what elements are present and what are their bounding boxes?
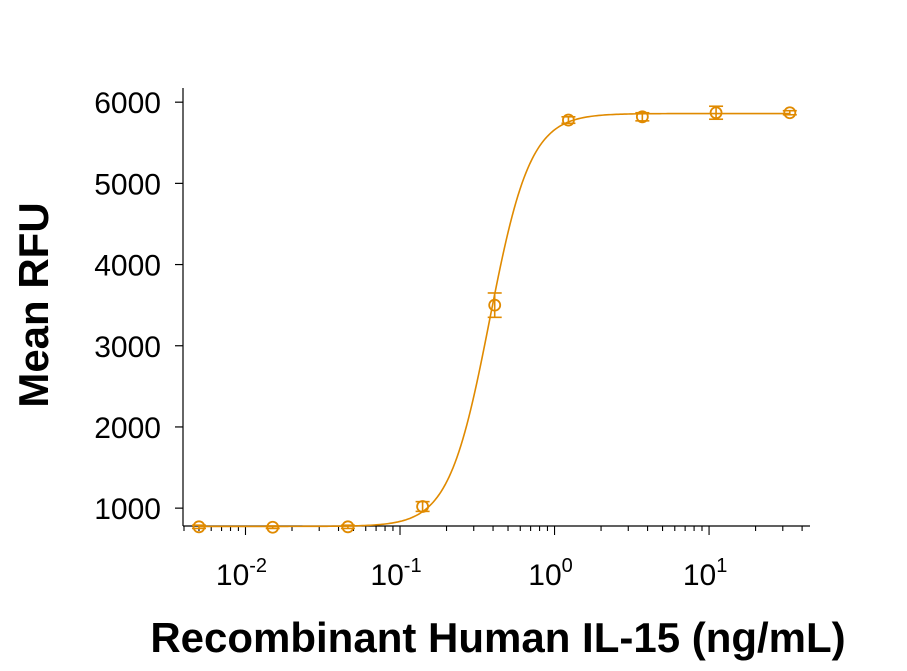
data-point (782, 106, 797, 120)
fit-curve (198, 112, 790, 528)
x-tick-label: 100 (528, 555, 573, 592)
y-tick-label: 5000 (94, 168, 161, 201)
data-marker (192, 520, 206, 534)
data-point (265, 520, 280, 534)
x-axis-title: Recombinant Human IL-15 (ng/mL) (150, 614, 845, 661)
fit-curve-layer (198, 112, 790, 528)
data-marker (416, 500, 429, 513)
data-marker (709, 106, 723, 120)
y-axis-title: Mean RFU (10, 202, 57, 407)
y-tick-label: 4000 (94, 250, 161, 283)
x-tick-label: 10-1 (370, 555, 421, 592)
data-point (487, 292, 502, 319)
data-point (415, 500, 430, 513)
axes: 1000 2000 3000 4000 5000 6000 10-2 10-1 100 101 (94, 87, 810, 592)
y-tick-label: 1000 (94, 493, 161, 526)
data-marker (266, 520, 280, 534)
data-marker (562, 113, 575, 127)
data-point (191, 520, 206, 534)
y-tick-label: 2000 (94, 412, 161, 445)
data-point (561, 113, 576, 127)
x-tick-label: 10-2 (216, 555, 267, 592)
y-tick-label: 3000 (94, 331, 161, 364)
data-point (709, 105, 724, 121)
data-marker (635, 110, 649, 124)
data-points-layer (191, 105, 797, 534)
data-marker (783, 106, 797, 120)
data-marker (341, 520, 355, 534)
data-point (635, 110, 650, 124)
data-marker (488, 298, 502, 312)
y-tick-label: 6000 (94, 87, 161, 120)
data-point (340, 520, 355, 534)
x-tick-label: 101 (683, 555, 728, 592)
